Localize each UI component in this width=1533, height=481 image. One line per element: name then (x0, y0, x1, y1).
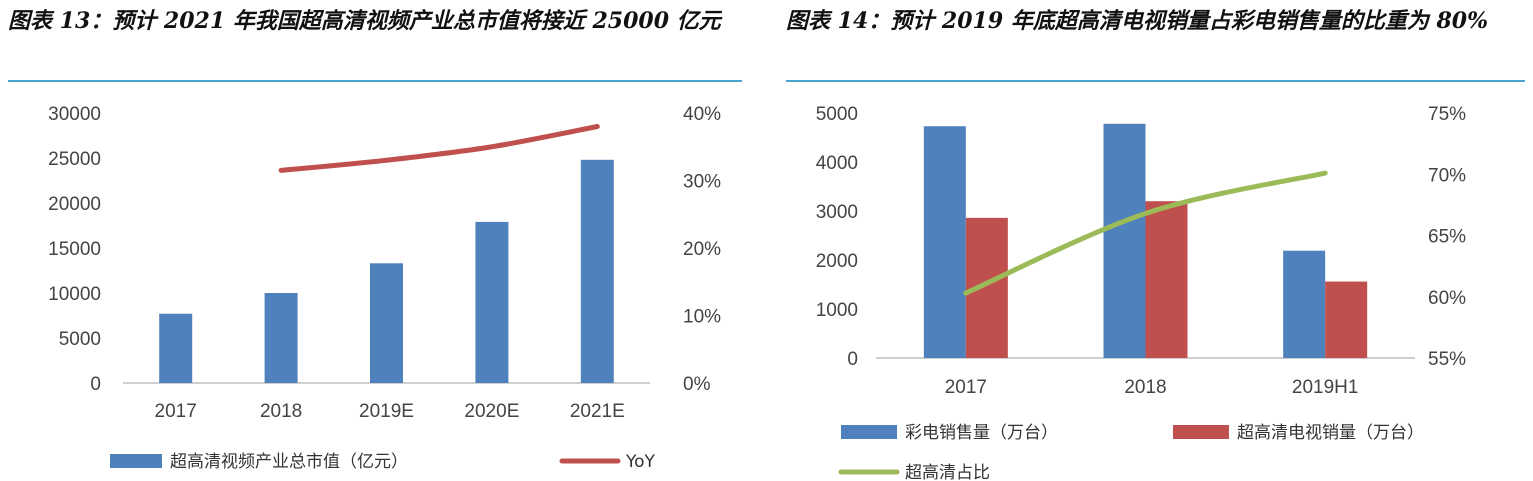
y-axis-tick-label: 15000 (48, 239, 101, 260)
series-line (963, 170, 1328, 296)
legend-swatch (1173, 425, 1229, 439)
y2-axis-tick-label: 10% (683, 307, 721, 328)
y-axis-tick-label: 30000 (48, 104, 101, 125)
legend-label: 超高清电视销量（万台） (1237, 423, 1424, 443)
x-axis-tick-label: 2017 (155, 401, 197, 422)
legend-swatch (841, 425, 897, 439)
y2-axis-tick-label: 75% (1428, 104, 1466, 125)
y2-axis-tick-label: 40% (683, 104, 721, 125)
y-axis-tick-label: 0 (90, 374, 101, 395)
y2-axis-tick-label: 20% (683, 239, 721, 260)
legend-label: 彩电销售量（万台） (905, 423, 1058, 443)
y-axis-tick-label: 10000 (48, 284, 101, 305)
title-divider (786, 80, 1525, 82)
series-line (278, 124, 600, 173)
x-axis-tick-label: 2020E (464, 401, 519, 422)
bar (264, 293, 298, 383)
y-axis-tick-label: 2000 (816, 251, 858, 272)
y-axis-tick-label: 5000 (59, 329, 101, 350)
bar (159, 313, 193, 383)
legend-label: 超高清视频产业总市值（亿元） (170, 452, 408, 472)
title-divider (8, 80, 742, 82)
chart-title: 图表 13：预计 2021 年我国超高清视频产业总市值将接近 25000 亿元 (8, 8, 721, 34)
bar (923, 126, 966, 358)
chart-14-svg: 0 1000 2000 3000 4000 5000 55% 60% 65% 70% 75% 2017… (816, 104, 1466, 481)
chart-title: 图表 14：预计 2019 年底超高清电视销量占彩电销售量的比重为 80% (786, 8, 1489, 34)
bar (580, 159, 614, 383)
chart-panel-13: 图表 13：预计 2021 年我国超高清视频产业总市值将接近 25000 亿元 … (0, 0, 750, 481)
legend-label: YoY (625, 452, 656, 472)
y2-axis-tick-label: 55% (1428, 349, 1466, 370)
x-axis-tick-label: 2018 (1124, 377, 1166, 398)
legend-swatch (110, 454, 162, 468)
x-axis-tick-label: 2017 (945, 377, 987, 398)
bar (1325, 281, 1368, 358)
x-axis-tick-label: 2018 (260, 401, 302, 422)
chart-13-svg: 0 5000 10000 15000 20000 25000 30000 0% 10% 20% 30… (48, 104, 721, 472)
y-axis-tick-label: 0 (847, 349, 858, 370)
x-axis-tick-label: 2021E (570, 401, 625, 422)
bar (475, 221, 509, 383)
bar (1283, 250, 1326, 358)
y2-axis-tick-label: 0% (683, 374, 711, 395)
x-axis-tick-label: 2019E (359, 401, 414, 422)
y2-axis-tick-label: 65% (1428, 227, 1466, 248)
bar (1145, 201, 1188, 358)
y2-axis-tick-label: 60% (1428, 288, 1466, 309)
y-axis-tick-label: 1000 (816, 300, 858, 321)
chart-panel-14: 图表 14：预计 2019 年底超高清电视销量占彩电销售量的比重为 80% 0 1… (778, 0, 1533, 481)
bar (370, 263, 403, 383)
y-axis-tick-label: 25000 (48, 149, 101, 170)
y-axis-tick-label: 20000 (48, 194, 101, 215)
y-axis-tick-label: 5000 (816, 104, 858, 125)
x-axis-tick-label: 2019H1 (1292, 377, 1359, 398)
legend-label: 超高清占比 (905, 463, 990, 481)
y2-axis-tick-label: 30% (683, 172, 721, 193)
y-axis-tick-label: 4000 (816, 153, 858, 174)
y-axis-tick-label: 3000 (816, 202, 858, 223)
y2-axis-tick-label: 70% (1428, 165, 1466, 186)
bar (1103, 123, 1146, 358)
